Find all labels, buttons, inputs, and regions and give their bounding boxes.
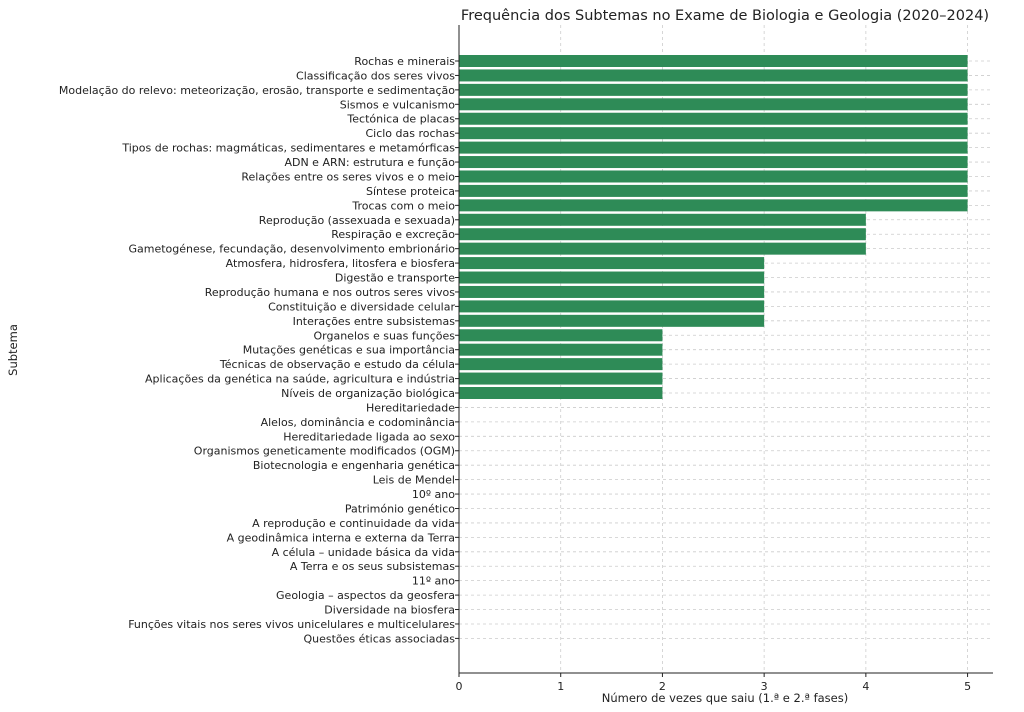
y-tick-label: Atmosfera, hidrosfera, litosfera e biosf… — [226, 257, 455, 270]
y-tick-label: Diversidade na biosfera — [324, 604, 455, 617]
bar — [459, 314, 765, 327]
y-tick-label: Leis de Mendel — [373, 474, 455, 487]
y-tick-label: Síntese proteica — [366, 185, 455, 198]
y-tick-label: Tipos de rochas: magmáticas, sedimentare… — [121, 142, 455, 155]
bar — [459, 199, 968, 212]
y-tick-label: Modelação do relevo: meteorização, erosã… — [59, 84, 455, 97]
bar — [459, 83, 968, 96]
y-tick-label: Relações entre os seres vivos e o meio — [241, 170, 455, 183]
y-tick-label: Alelos, dominância e codominância — [261, 416, 455, 429]
chart-title: Frequência dos Subtemas no Exame de Biol… — [461, 8, 989, 24]
bar — [459, 329, 663, 342]
bar — [459, 285, 765, 298]
x-tick-label: 1 — [557, 680, 564, 693]
bar — [459, 69, 968, 82]
y-tick-label: Questões éticas associadas — [303, 632, 455, 645]
bar — [459, 387, 663, 400]
y-tick-label: Funções vitais nos seres vivos unicelula… — [128, 618, 455, 631]
bar — [459, 358, 663, 371]
bar — [459, 55, 968, 67]
y-tick-label: Hereditariedade ligada ao sexo — [283, 430, 455, 443]
bar — [459, 98, 968, 111]
y-tick-label: Tectónica de placas — [346, 113, 455, 126]
x-tick-labels: 0 1 2 3 4 5 — [456, 673, 971, 693]
y-tick-label: Reprodução humana e nos outros seres viv… — [205, 286, 456, 299]
y-tick-label: Rochas e minerais — [354, 55, 455, 68]
y-tick-label: Técnicas de observação e estudo da célul… — [219, 358, 455, 371]
y-tick-label: Organismos geneticamente modificados (OG… — [194, 445, 455, 458]
x-axis-label: Número de vezes que saiu (1.ª e 2.ª fase… — [602, 691, 848, 705]
y-tick-label: Classificação dos seres vivos — [296, 69, 455, 82]
y-tick-label: Trocas com o meio — [351, 199, 455, 212]
y-tick-label: Gametogénese, fecundação, desenvolviment… — [128, 243, 455, 256]
y-tick-label: Reprodução (assexuada e sexuada) — [259, 214, 455, 227]
y-tick-label: Ciclo das rochas — [365, 127, 455, 140]
y-tick-label: Interações entre subsistemas — [293, 315, 456, 328]
x-tick-label: 5 — [964, 680, 971, 693]
bar — [459, 112, 968, 125]
y-tick-label: Respiração e excreção — [331, 228, 455, 241]
y-tick-label: 10º ano — [412, 488, 455, 501]
x-tick-label: 3 — [761, 680, 768, 693]
bar — [459, 127, 968, 140]
bar — [459, 257, 765, 270]
x-tick-label: 0 — [456, 680, 463, 693]
y-tick-label: Sismos e vulcanismo — [340, 98, 456, 111]
bar — [459, 213, 866, 226]
y-tick-label: A célula – unidade básica da vida — [272, 546, 455, 559]
bar — [459, 242, 866, 255]
x-tick-label: 4 — [862, 680, 869, 693]
bar — [459, 141, 968, 154]
bar — [459, 372, 663, 385]
bar — [459, 156, 968, 169]
y-tick-label: Património genético — [345, 502, 455, 515]
bar — [459, 170, 968, 183]
y-tick-label: Geologia – aspectos da geosfera — [276, 589, 455, 602]
bar — [459, 228, 866, 241]
y-tick-label: Aplicações da genética na saúde, agricul… — [145, 373, 455, 386]
y-tick-label: Mutações genéticas e sua importância — [243, 344, 455, 357]
y-tick-label: Biotecnologia e engenharia genética — [253, 459, 455, 472]
y-tick-label: A Terra e os seus subsistemas — [290, 560, 455, 573]
y-tick-label: 11º ano — [412, 575, 455, 588]
bars — [459, 55, 968, 400]
y-tick-label: A reprodução e continuidade da vida — [252, 517, 455, 530]
y-tick-label: Hereditariedade — [366, 401, 455, 414]
y-tick-label: Digestão e transporte — [335, 272, 455, 285]
bar — [459, 184, 968, 197]
y-tick-label: ADN e ARN: estrutura e função — [284, 156, 455, 169]
y-tick-label: Organelos e suas funções — [314, 329, 456, 342]
bar — [459, 271, 765, 284]
bar — [459, 300, 765, 313]
x-tick-label: 2 — [659, 680, 666, 693]
y-tick-label: Constituição e diversidade celular — [268, 300, 455, 313]
bar — [459, 343, 663, 356]
y-axis-label: Subtema — [6, 324, 20, 376]
y-tick-label: Níveis de organização biológica — [281, 387, 455, 400]
y-tick-label: A geodinâmica interna e externa da Terra — [227, 531, 455, 544]
